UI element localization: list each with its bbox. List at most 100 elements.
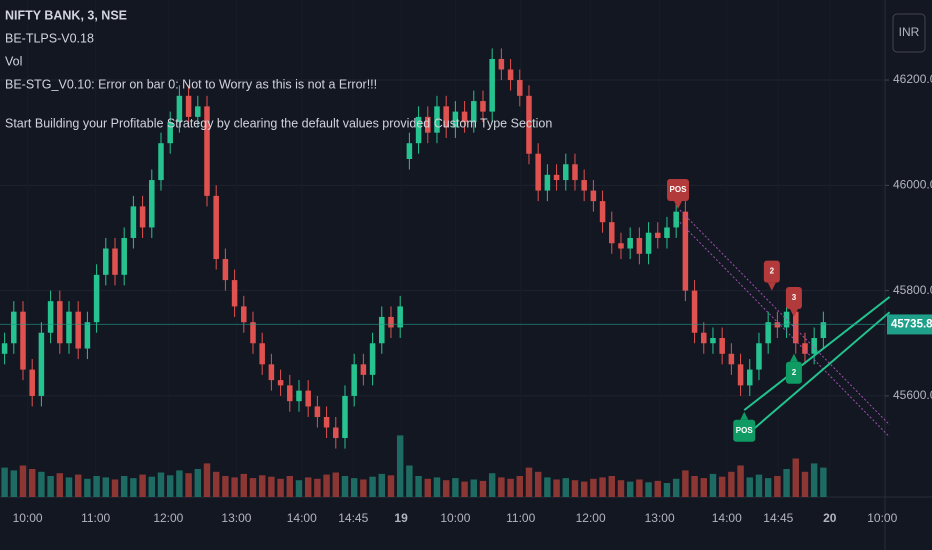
candle-body <box>517 80 523 96</box>
candle-body <box>756 343 762 370</box>
candle-body <box>710 338 716 344</box>
x-tick-label: 13:00 <box>221 511 251 525</box>
volume-bar <box>176 470 183 497</box>
volume-bar <box>28 469 36 497</box>
candle-body <box>231 280 238 307</box>
signal-label: POS <box>736 426 754 435</box>
candle-body <box>158 143 164 181</box>
candle-body <box>471 101 477 123</box>
volume-bar <box>580 481 588 497</box>
volume-bar <box>102 477 110 497</box>
candle-body <box>369 343 376 375</box>
candle-body <box>149 180 155 228</box>
candle-body <box>563 164 569 181</box>
signal-label: 2 <box>792 368 797 377</box>
legend-line: BE-STG_V0.10: Error on bar 0: Not to Wor… <box>5 77 377 91</box>
volume-bar <box>148 476 156 497</box>
candle-body <box>277 380 284 386</box>
volume-bar <box>38 471 45 497</box>
volume-bar <box>728 471 735 497</box>
volume-bar <box>157 472 165 497</box>
candle-body <box>461 111 468 123</box>
candle-body <box>572 164 578 181</box>
signal-label: 2 <box>770 267 775 276</box>
volume-bar <box>461 481 468 497</box>
candle-body <box>314 406 321 417</box>
candle-body <box>84 322 91 349</box>
legend-line: Start Building your Profitable Strategy … <box>5 116 552 130</box>
candle-body <box>121 237 127 275</box>
candle-body <box>526 95 532 154</box>
candle-body <box>425 116 431 133</box>
volume-bar <box>387 475 395 497</box>
candle-body <box>719 338 725 354</box>
volume-bar <box>636 479 643 497</box>
candle-body <box>287 385 293 402</box>
signal-pointer <box>789 308 798 317</box>
candle-body <box>139 206 146 228</box>
volume-bar <box>203 463 211 497</box>
trend-line <box>743 311 891 438</box>
volume-bar <box>341 476 349 497</box>
volume-bar <box>608 476 615 497</box>
candle-body <box>618 243 624 249</box>
x-tick-label: 10:00 <box>867 511 897 525</box>
candle-body <box>333 427 339 439</box>
volume-bar <box>590 478 597 497</box>
volume-bar <box>525 467 533 497</box>
legend-line: NIFTY BANK, 3, NSE <box>5 8 127 22</box>
volume-bar <box>672 478 680 497</box>
volume-bar <box>74 474 82 497</box>
volume-bar <box>691 476 698 497</box>
candle-body <box>29 369 35 396</box>
volume-bar <box>479 480 487 497</box>
candle-body <box>268 364 275 381</box>
candle-body <box>1 343 8 354</box>
volume-bar <box>268 476 275 497</box>
volume-bar <box>194 469 202 497</box>
candle-body <box>406 143 413 159</box>
volume-bar <box>774 476 781 497</box>
volume-bar <box>1 467 8 497</box>
candle-body <box>581 180 587 191</box>
candle-body <box>489 58 495 112</box>
candle-body <box>544 174 551 191</box>
currency-button[interactable] <box>892 13 926 53</box>
y-tick-label: 45600.00 <box>893 388 932 402</box>
candle-body <box>66 311 72 344</box>
volume-bar <box>378 473 386 497</box>
volume-bar <box>350 478 358 497</box>
volume-bar <box>65 477 73 497</box>
volume-bar <box>139 474 146 497</box>
candle-body <box>185 95 192 117</box>
candle-body <box>728 353 735 365</box>
signal-box <box>763 260 780 283</box>
candle-body <box>103 248 109 275</box>
volume-bar <box>810 463 818 497</box>
volume-bar <box>360 479 367 497</box>
volume-bar <box>10 470 18 497</box>
candle-body <box>57 301 63 344</box>
signal-pointer <box>674 201 683 210</box>
signal-pointer <box>789 353 798 362</box>
candle-body <box>38 332 45 396</box>
legend-line: Vol <box>5 54 22 68</box>
candle-body <box>167 122 173 144</box>
volume-bar <box>222 476 229 497</box>
candle-body <box>112 248 118 275</box>
volume-bar <box>442 480 450 497</box>
candle-body <box>645 232 652 254</box>
candle-body <box>452 111 459 128</box>
volume-bar <box>452 478 459 497</box>
y-tick-label: 46200.00 <box>893 72 932 86</box>
candle-body <box>360 364 367 375</box>
x-tick-label: 14:45 <box>763 511 793 525</box>
volume-bar <box>396 435 404 497</box>
x-tick-label: 13:00 <box>645 511 675 525</box>
volume-bar <box>764 478 772 497</box>
volume-bar <box>93 476 100 497</box>
volume-bar <box>332 472 340 497</box>
candle-body <box>553 174 560 181</box>
volume-bar <box>562 478 569 497</box>
